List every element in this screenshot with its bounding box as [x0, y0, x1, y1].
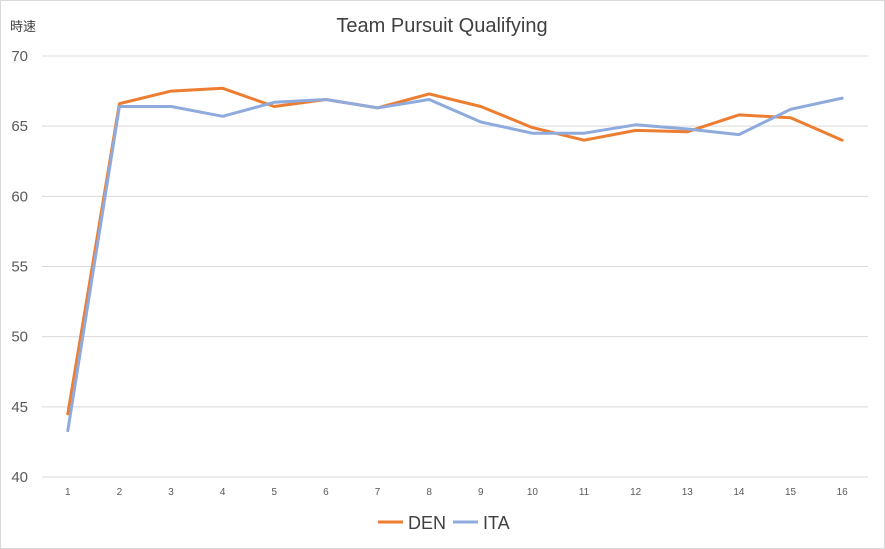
x-tick-label: 12 — [630, 487, 642, 498]
series-line-ita — [66, 96, 844, 433]
y-tick-label: 70 — [11, 48, 28, 65]
x-tick-label: 15 — [785, 487, 797, 498]
x-tick-label: 6 — [323, 487, 329, 498]
x-tick-label: 9 — [478, 487, 484, 498]
gridlines — [42, 55, 868, 478]
x-tick-label: 13 — [682, 487, 694, 498]
x-tick-label: 7 — [375, 487, 381, 498]
legend-label-ita: ITA — [483, 513, 510, 533]
y-axis-label: 時速 — [10, 19, 36, 34]
x-tick-label: 8 — [426, 487, 432, 498]
legend: DEN ITA — [378, 513, 510, 533]
x-tick-label: 2 — [117, 487, 123, 498]
x-tick-label: 1 — [65, 487, 71, 498]
chart-title: Team Pursuit Qualifying — [336, 15, 547, 37]
y-tick-label: 60 — [11, 188, 28, 205]
y-tick-label: 50 — [11, 329, 28, 346]
x-tick-labels: 1 2 3 4 5 6 7 8 9 10 11 12 13 14 15 16 — [65, 487, 848, 498]
x-tick-label: 10 — [527, 487, 539, 498]
y-tick-label: 40 — [11, 469, 28, 486]
x-tick-label: 14 — [733, 487, 745, 498]
y-tick-labels: 40 45 50 55 60 65 70 — [11, 48, 28, 486]
series-line-den — [66, 86, 844, 416]
x-tick-label: 3 — [168, 487, 174, 498]
y-tick-label: 45 — [11, 399, 28, 416]
legend-label-den: DEN — [408, 513, 446, 533]
x-tick-label: 4 — [220, 487, 226, 498]
x-tick-label: 11 — [579, 487, 590, 498]
series-lines — [66, 86, 844, 433]
x-tick-label: 5 — [272, 487, 278, 498]
y-tick-label: 65 — [11, 118, 28, 135]
y-tick-label: 55 — [11, 259, 28, 276]
x-tick-label: 16 — [837, 487, 849, 498]
